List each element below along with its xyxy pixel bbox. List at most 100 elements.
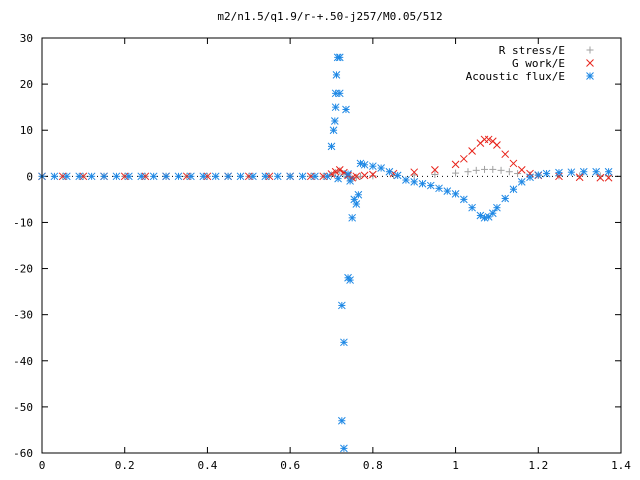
plot-frame (41, 37, 622, 454)
data-point (354, 190, 363, 199)
data-point (329, 126, 338, 135)
data-point (410, 178, 419, 186)
data-point (526, 169, 534, 178)
data-point (385, 167, 394, 176)
data-point (327, 142, 336, 151)
y-tick-label: -30 (13, 309, 33, 322)
data-point (514, 170, 522, 178)
data-point (62, 172, 71, 181)
data-point (352, 200, 361, 208)
data-point (452, 169, 460, 177)
data-point (555, 172, 563, 181)
data-point (187, 172, 195, 181)
x-tick-label: 0.6 (280, 459, 300, 472)
data-point (360, 160, 369, 169)
data-point (410, 168, 419, 177)
data-point (211, 172, 220, 181)
data-point (526, 173, 534, 182)
legend-marker (586, 72, 594, 80)
data-point (323, 172, 332, 181)
data-point (426, 181, 435, 190)
data-point (435, 184, 443, 193)
data-point (402, 176, 410, 184)
data-point (249, 172, 257, 181)
data-point (162, 172, 170, 181)
data-point (377, 164, 385, 172)
data-point (352, 173, 360, 181)
data-point (393, 171, 402, 180)
data-point (369, 162, 377, 171)
data-point (493, 141, 501, 149)
data-point (87, 172, 96, 181)
data-point (575, 173, 584, 182)
data-point (468, 147, 476, 155)
data-point (311, 172, 319, 181)
data-point (481, 165, 489, 173)
data-point (112, 172, 121, 181)
data-point (484, 135, 493, 144)
data-point (348, 213, 357, 222)
data-point (517, 166, 526, 174)
data-point (451, 160, 460, 169)
data-point (579, 167, 588, 176)
data-point (335, 89, 344, 98)
data-point (75, 172, 84, 181)
data-point (501, 150, 510, 159)
y-tick-label: -40 (13, 355, 33, 368)
data-point (346, 276, 354, 284)
data-point (360, 171, 369, 180)
data-point (224, 172, 232, 181)
data-point (596, 173, 605, 182)
data-point (509, 185, 518, 194)
data-point (286, 172, 294, 181)
data-point (199, 172, 208, 181)
data-point (298, 172, 307, 181)
data-point (472, 166, 480, 174)
data-point (464, 168, 472, 176)
data-point (488, 209, 497, 218)
data-point (459, 195, 468, 204)
x-tick-label: 1 (452, 459, 459, 472)
data-point (331, 167, 340, 176)
y-tick-label: 0 (26, 170, 33, 183)
data-point (342, 105, 350, 114)
data-point (337, 301, 346, 310)
data-point (236, 172, 245, 181)
axis-ticks: 0 0.2 0.4 0.6 0.8 1 1.2 1.4 -60 -50 -40 -30 -20 -10 0 1… (13, 32, 631, 472)
data-point (592, 167, 601, 176)
data-point (501, 194, 510, 203)
legend-marker (586, 46, 594, 54)
legend-label: Acoustic flux/E (466, 70, 565, 83)
data-point (331, 103, 340, 112)
data-point (340, 338, 348, 347)
data-point (451, 190, 460, 198)
data-point (124, 172, 133, 181)
x-tick-label: 0.2 (115, 459, 135, 472)
data-point (497, 166, 505, 174)
data-point (335, 53, 344, 62)
data-point (149, 172, 158, 181)
data-point (332, 71, 341, 79)
data-point (505, 168, 513, 176)
y-tick-label: 20 (20, 78, 33, 91)
y-tick-label: 30 (20, 32, 33, 45)
data-point (542, 169, 551, 178)
chart-title: m2/n1.5/q1.9/r-+.50-j257/M0.05/512 (217, 10, 442, 23)
data-point (459, 154, 468, 163)
y-tick-label: 10 (20, 124, 33, 137)
data-point (493, 203, 501, 212)
data-point (509, 159, 518, 168)
data-point (468, 203, 476, 212)
data-point (431, 166, 439, 174)
data-point (340, 168, 348, 177)
data-point (273, 172, 282, 181)
data-point (352, 172, 361, 181)
legend-label: G work/E (512, 57, 565, 70)
data-point (261, 172, 270, 181)
y-tick-label: -20 (13, 263, 33, 276)
data-point (330, 117, 339, 125)
x-tick-label: 1.4 (611, 459, 631, 472)
data-point (555, 168, 563, 177)
data-point (369, 170, 377, 179)
